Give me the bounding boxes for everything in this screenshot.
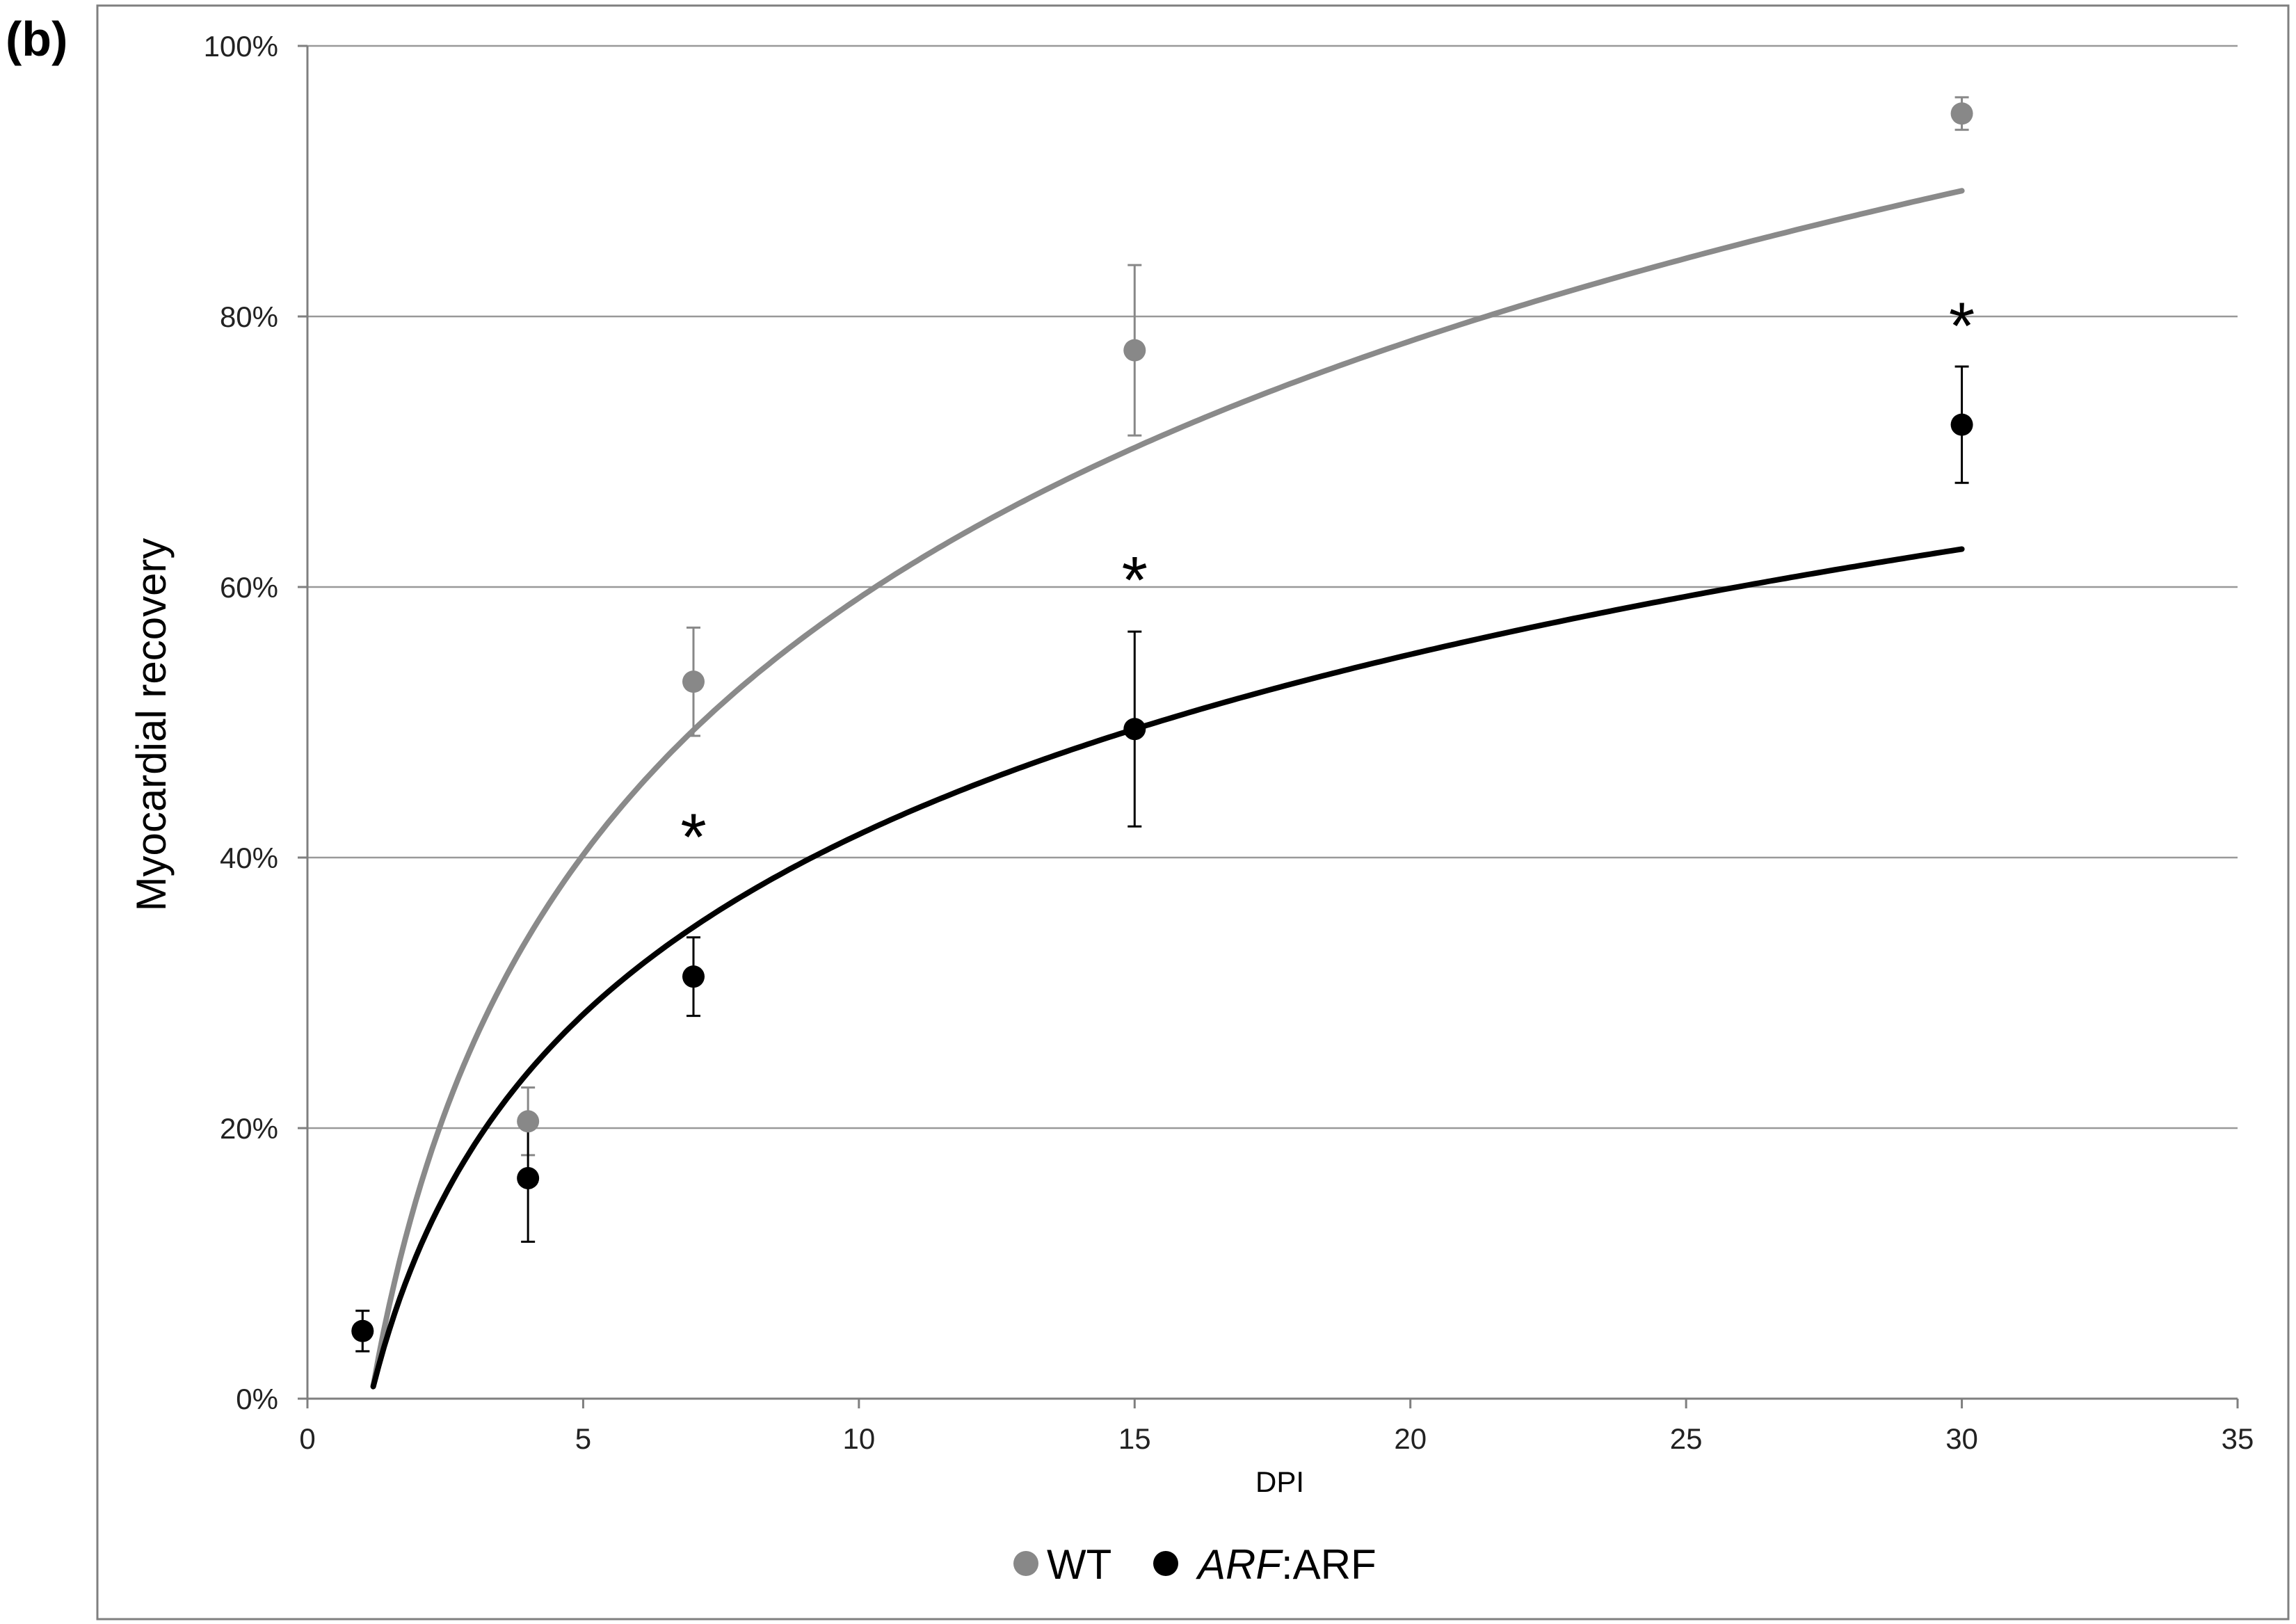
x-tick-label: 5 [575, 1422, 591, 1455]
significance-star: * [1122, 543, 1148, 618]
data-point-arf [1123, 718, 1146, 741]
panel-label: (b) [6, 12, 67, 66]
significance-annotations: * * * [680, 289, 1975, 874]
x-tick-labels: 0 5 10 15 20 25 30 35 [299, 1422, 2254, 1455]
x-axis-title: DPI [1255, 1465, 1304, 1498]
legend-label-arf-rest: :ARF [1281, 1541, 1376, 1588]
x-tick-label: 15 [1118, 1422, 1151, 1455]
data-point-wt [517, 1110, 540, 1133]
y-tick-label: 60% [220, 571, 278, 604]
trendlines [370, 188, 1965, 1390]
legend-marker-wt [1013, 1551, 1038, 1576]
x-tick-label: 10 [842, 1422, 875, 1455]
x-tick-label: 35 [2222, 1422, 2254, 1455]
legend-label-wt: WT [1047, 1541, 1111, 1588]
legend: WT ARF:ARF [1013, 1541, 1376, 1588]
data-point-arf [682, 965, 705, 988]
data-point-wt [1123, 339, 1146, 362]
legend-label-arf: ARF:ARF [1196, 1541, 1376, 1588]
y-tick-label: 20% [220, 1112, 278, 1145]
x-tick-label: 30 [1945, 1422, 1978, 1455]
legend-label-arf-italic: ARF [1196, 1541, 1283, 1588]
y-tick-label: 40% [220, 842, 278, 874]
x-tick-label: 25 [1670, 1422, 1703, 1455]
y-tick-labels: 0% 20% 40% 60% 80% 100% [204, 30, 278, 1415]
y-tick-label: 100% [204, 30, 278, 63]
trendline-arf [370, 546, 1965, 1390]
chart-frame [96, 4, 2290, 1621]
x-tick-label: 20 [1394, 1422, 1427, 1455]
significance-star: * [680, 801, 706, 875]
significance-star: * [1949, 289, 1975, 363]
data-point-wt [1950, 102, 1973, 125]
data-points [351, 102, 1973, 1342]
error-bars [355, 96, 1969, 1353]
data-point-arf [1950, 413, 1973, 436]
axes [298, 45, 2239, 1408]
y-tick-label: 80% [220, 300, 278, 333]
data-point-wt [682, 670, 705, 693]
trendline-wt [370, 188, 1965, 1389]
data-point-arf [517, 1166, 540, 1189]
y-axis-title: Myocardial recovery [128, 538, 175, 912]
legend-marker-arf [1153, 1551, 1178, 1576]
gridlines [307, 45, 2238, 1129]
data-point-arf [351, 1319, 374, 1342]
x-tick-label: 0 [299, 1422, 315, 1455]
y-tick-label: 0% [236, 1383, 278, 1415]
